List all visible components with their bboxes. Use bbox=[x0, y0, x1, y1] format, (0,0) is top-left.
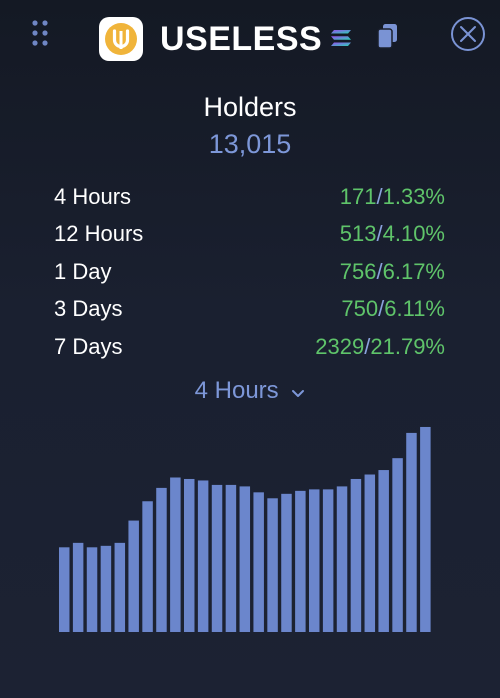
stat-row-7d: 7 Days 2329/21.79% bbox=[54, 328, 445, 366]
stat-count: 513 bbox=[339, 221, 377, 247]
period-dropdown-value: 4 Hours bbox=[194, 377, 279, 404]
stat-row-1d: 1 Day 756/6.17% bbox=[54, 253, 445, 291]
stat-value: 750/6.11% bbox=[341, 296, 445, 322]
stat-percent: 6.17% bbox=[382, 258, 445, 284]
chart-bar[interactable] bbox=[170, 477, 181, 632]
chart-bar[interactable] bbox=[420, 426, 431, 632]
chart-bar[interactable] bbox=[406, 432, 417, 632]
chart-bar[interactable] bbox=[114, 542, 126, 632]
chart-bar[interactable] bbox=[239, 486, 251, 632]
stat-row-3d: 3 Days 750/6.11% bbox=[54, 291, 445, 329]
chart-bar[interactable] bbox=[142, 501, 153, 632]
copy-icon[interactable] bbox=[376, 22, 400, 50]
stat-count: 2329 bbox=[315, 333, 365, 359]
stat-separator: / bbox=[378, 296, 385, 322]
widget-header: USELESS bbox=[0, 0, 500, 78]
stat-value: 2329/21.79% bbox=[315, 334, 445, 360]
chart-bar[interactable] bbox=[309, 489, 320, 632]
chart-bar[interactable] bbox=[336, 486, 348, 632]
token-logo bbox=[99, 17, 143, 61]
stat-row-12h: 12 Hours 513/4.10% bbox=[54, 216, 445, 254]
stat-label: 7 Days bbox=[54, 333, 123, 359]
token-name: USELESS bbox=[160, 20, 323, 58]
stat-value: 513/4.10% bbox=[340, 221, 445, 247]
chart-bar[interactable] bbox=[156, 487, 167, 632]
drag-dots-icon[interactable] bbox=[31, 19, 51, 47]
chart-bar[interactable] bbox=[392, 458, 403, 632]
stat-count: 750 bbox=[341, 296, 379, 322]
holders-count: 13,015 bbox=[208, 129, 292, 159]
stat-percent: 21.79% bbox=[370, 333, 445, 359]
solana-icon bbox=[330, 28, 352, 48]
chart-bar[interactable] bbox=[350, 478, 362, 632]
chart-bar[interactable] bbox=[364, 474, 376, 632]
chevron-down-icon bbox=[291, 376, 305, 408]
stat-label: 12 Hours bbox=[54, 221, 144, 247]
stat-separator: / bbox=[364, 333, 371, 359]
chart-bar[interactable] bbox=[184, 478, 195, 632]
stat-value: 171/1.33% bbox=[340, 184, 445, 210]
period-dropdown[interactable]: 4 Hours bbox=[0, 375, 500, 408]
stat-value: 756/6.17% bbox=[340, 259, 445, 285]
chart-bar[interactable] bbox=[197, 480, 209, 632]
chart-bar[interactable] bbox=[253, 492, 264, 632]
stat-percent: 1.33% bbox=[382, 183, 445, 209]
stat-label: 3 Days bbox=[54, 296, 123, 322]
close-circle-icon[interactable] bbox=[450, 16, 486, 52]
chart-bar[interactable] bbox=[86, 547, 98, 632]
chart-bar[interactable] bbox=[59, 547, 70, 632]
stat-separator: / bbox=[376, 183, 383, 209]
chart-bar[interactable] bbox=[211, 484, 223, 632]
stat-separator: / bbox=[376, 221, 383, 247]
chart-bar[interactable] bbox=[378, 470, 389, 632]
chart-bar[interactable] bbox=[295, 490, 306, 632]
holder-change-list: 4 Hours 171/1.33% 12 Hours 513/4.10% 1 D… bbox=[54, 178, 445, 366]
chart-bar[interactable] bbox=[72, 542, 84, 632]
stat-percent: 4.10% bbox=[382, 221, 445, 247]
chart-bar[interactable] bbox=[128, 520, 139, 632]
stat-row-4h: 4 Hours 171/1.33% bbox=[54, 178, 445, 216]
chart-bar[interactable] bbox=[267, 498, 278, 632]
chart-bar[interactable] bbox=[225, 484, 237, 632]
stat-count: 171 bbox=[339, 183, 377, 209]
holders-bar-chart bbox=[59, 426, 431, 632]
chart-bar[interactable] bbox=[281, 493, 292, 632]
chart-bar[interactable] bbox=[322, 489, 334, 632]
stat-separator: / bbox=[376, 258, 383, 284]
stat-percent: 6.11% bbox=[384, 296, 445, 322]
holders-title: Holders bbox=[203, 92, 297, 122]
stat-label: 1 Day bbox=[54, 258, 112, 284]
stat-label: 4 Hours bbox=[54, 183, 132, 209]
chart-bar[interactable] bbox=[100, 545, 112, 632]
stat-count: 756 bbox=[339, 258, 377, 284]
